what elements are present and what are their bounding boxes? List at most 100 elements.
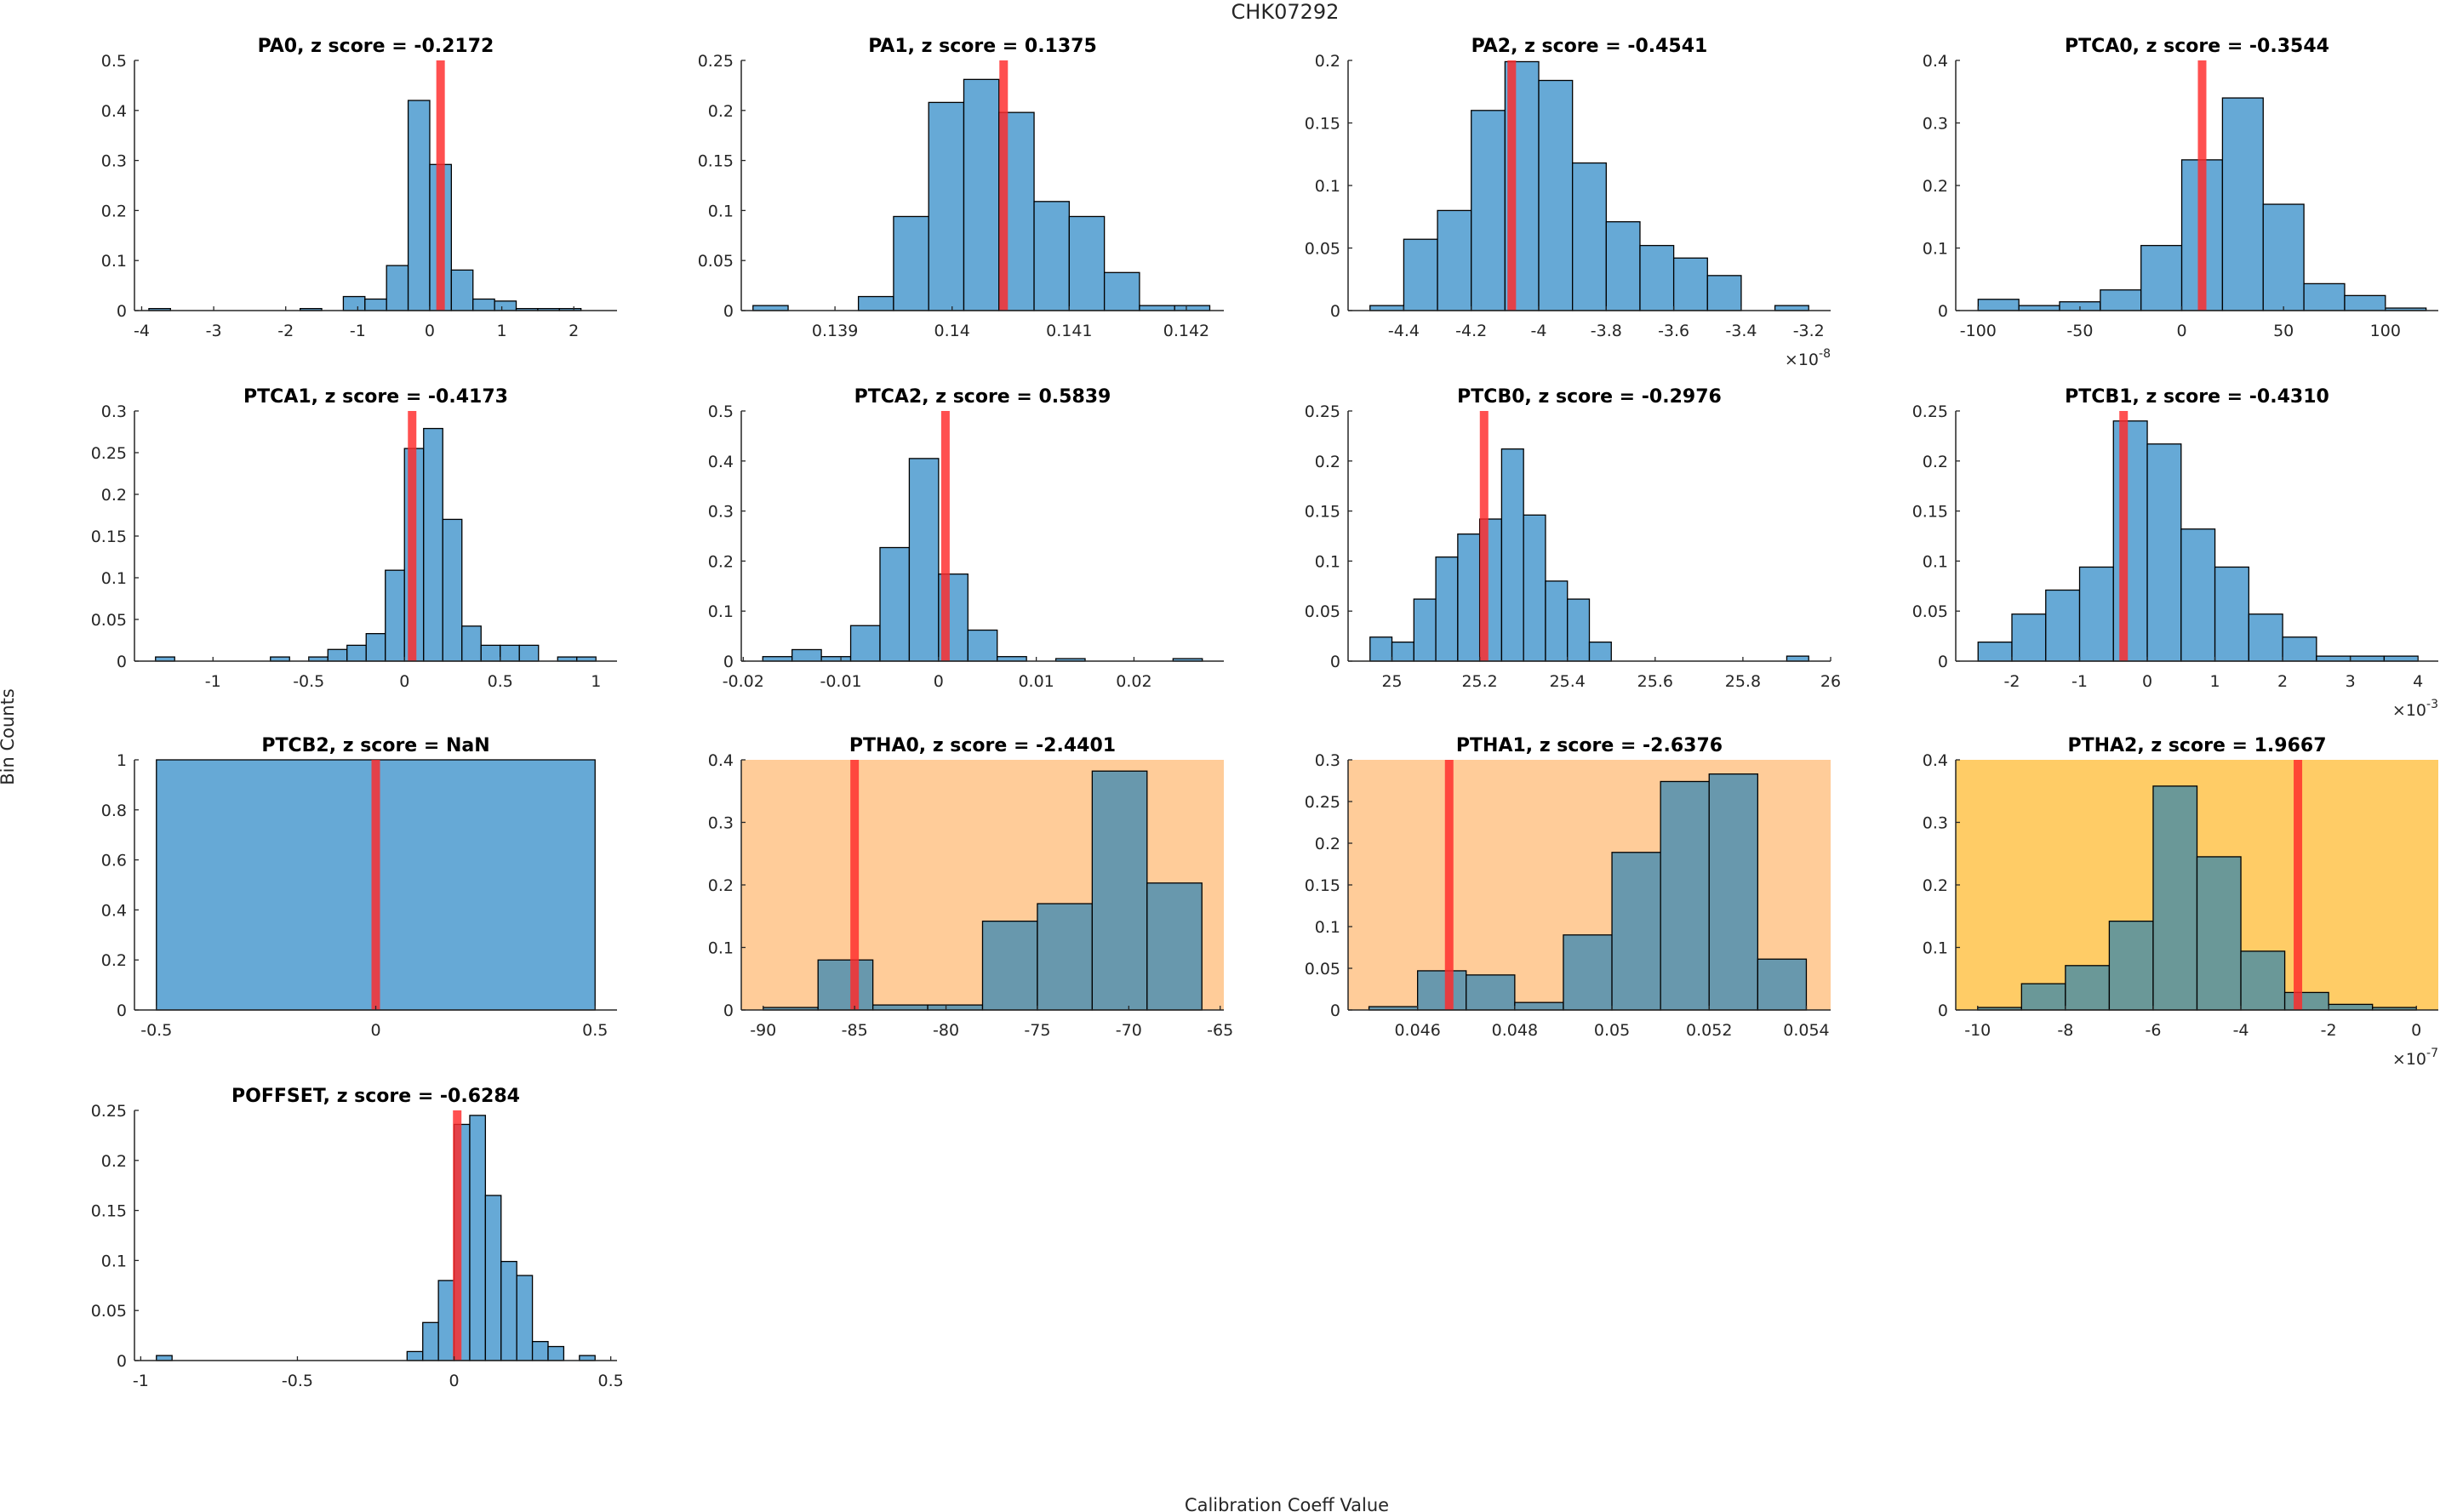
x-tick-label: 3 <box>2346 672 2356 691</box>
histogram-bar <box>516 1275 534 1361</box>
histogram-bar <box>1588 642 1612 662</box>
y-tick-label: 0 <box>723 302 734 321</box>
histogram-bar <box>2020 983 2066 1011</box>
x-tick-label: -90 <box>750 1021 776 1040</box>
histogram-bar <box>1037 903 1094 1011</box>
y-tick-label: 0.25 <box>91 444 127 463</box>
y-tick-label: 0.3 <box>1315 751 1340 770</box>
histogram-bar <box>1757 958 1808 1011</box>
histogram-bar <box>1639 244 1675 311</box>
subplot-title: PTHA2, z score = 1.9667 <box>2067 735 2326 756</box>
x-tick-label: -50 <box>2066 322 2093 340</box>
x-tick-label: 25 <box>1381 672 1402 691</box>
subplot-ptca2: 0 0.1 0.2 0.3 0.4 0.5 -0.02 -0.01 0 0.01 0.02 PTCA2… <box>708 386 1224 691</box>
x-tick-label: 0.139 <box>812 322 858 340</box>
subplot-title: PTCB2, z score = NaN <box>261 735 489 756</box>
histogram-bar <box>472 298 495 311</box>
current-value-marker <box>1479 411 1489 661</box>
histogram-bar <box>1471 110 1506 311</box>
y-tick-label: 0.2 <box>101 486 127 505</box>
x-tick-label: -65 <box>1207 1021 1233 1040</box>
y-tick-label: 0.5 <box>101 52 127 71</box>
y-tick-label: 0 <box>723 653 734 671</box>
subplot-ptca0: 0 0.1 0.2 0.3 0.4 -100 -50 0 50 100 PTCA0, z score… <box>1923 36 2438 340</box>
histogram-bar <box>2078 566 2114 662</box>
subplot-pa1: 0 0.05 0.1 0.15 0.2 0.25 0.139 0.14 0.141 0.142 PA… <box>698 36 1224 340</box>
x-tick-label: -6 <box>2145 1021 2161 1040</box>
y-tick-label: 1 <box>117 751 127 770</box>
y-tick-label: 0 <box>1330 1001 1340 1020</box>
x-tick-label: -3.4 <box>1725 322 1757 340</box>
y-tick-label: 0.1 <box>101 1252 127 1270</box>
histogram-bar <box>531 1341 549 1361</box>
x-tick-label: -3.2 <box>1793 322 1825 340</box>
histogram-bar <box>2112 420 2148 662</box>
x-tick-label: 50 <box>2273 322 2294 340</box>
histogram-bar <box>1500 448 1524 662</box>
y-tick-label: 0.3 <box>1923 115 1948 134</box>
x-tick-label: -3.8 <box>1591 322 1622 340</box>
histogram-bar <box>1786 655 1809 662</box>
x-tick-label: -85 <box>842 1021 868 1040</box>
histogram-bar <box>1708 773 1759 1011</box>
x-tick-label: 2 <box>2277 672 2288 691</box>
current-value-marker <box>2119 411 2129 661</box>
histogram-bar <box>1369 636 1393 662</box>
x-tick-label: -4 <box>134 322 150 340</box>
histogram-bar <box>386 265 409 311</box>
histogram-bar <box>1660 780 1710 1011</box>
x-tick-label: -70 <box>1116 1021 1142 1040</box>
histogram-bar <box>1538 79 1574 311</box>
y-tick-label: 0.3 <box>101 152 127 171</box>
subplot-title: PA0, z score = -0.2172 <box>258 36 494 57</box>
histogram-bar <box>963 78 1000 311</box>
histogram-bar <box>1457 533 1481 662</box>
y-tick-label: 0.25 <box>698 52 734 71</box>
figure-xlabel: Calibration Coeff Value <box>1185 1495 1389 1512</box>
current-value-marker <box>2197 60 2207 311</box>
histogram-bar <box>1706 275 1742 311</box>
histogram-bar <box>2316 655 2351 662</box>
x-axis-exponent: ×10-7 <box>2392 1047 2438 1069</box>
y-tick-label: 0.05 <box>1305 602 1340 621</box>
x-tick-label: -2 <box>2321 1021 2337 1040</box>
histogram-bar <box>871 1004 929 1011</box>
subplot-ptcb2: 0 0.2 0.4 0.6 0.8 1 -0.5 0 0.5 PTCB2, z score = N… <box>101 735 617 1040</box>
histogram-bar <box>2045 589 2081 662</box>
histogram-bar <box>480 644 501 662</box>
y-tick-label: 0.25 <box>1305 793 1340 812</box>
histogram-bar <box>1413 598 1437 662</box>
y-tick-label: 0.25 <box>91 1102 127 1121</box>
y-tick-label: 0.15 <box>1305 503 1340 522</box>
x-tick-label: 0 <box>2142 672 2152 691</box>
y-tick-label: 0 <box>1938 302 1948 321</box>
subplot-title: PTCA0, z score = -0.3544 <box>2065 36 2329 57</box>
current-value-marker <box>1507 60 1517 311</box>
histogram-bar <box>752 305 789 311</box>
y-tick-label: 0.1 <box>1315 177 1340 196</box>
y-tick-label: 0 <box>1330 653 1340 671</box>
y-tick-label: 0.2 <box>1923 876 1948 895</box>
histogram-bar <box>156 1355 173 1361</box>
histogram-bar <box>1369 305 1405 311</box>
y-tick-label: 0.1 <box>708 602 734 621</box>
y-tick-label: 0.15 <box>91 528 127 546</box>
x-tick-label: -4.4 <box>1388 322 1420 340</box>
current-value-marker <box>408 411 417 661</box>
y-tick-label: 0.2 <box>708 102 734 121</box>
y-tick-label: 0 <box>117 1001 127 1020</box>
x-tick-label: -3 <box>206 322 222 340</box>
x-tick-label: -1 <box>350 322 366 340</box>
x-tick-label: 0.05 <box>1594 1021 1630 1040</box>
y-tick-label: 0.05 <box>91 1302 127 1321</box>
x-tick-label: 100 <box>2370 322 2401 340</box>
x-tick-label: 25.8 <box>1725 672 1761 691</box>
histogram-bar <box>1466 974 1516 1011</box>
subplot-ptha0: 0 0.1 0.2 0.3 0.4 -90 -85 -80 -75 -70 -65 PTHA0, z … <box>708 735 1233 1040</box>
histogram-bar <box>817 959 874 1011</box>
x-tick-label: -4 <box>2233 1021 2249 1040</box>
x-tick-label: -100 <box>1960 322 1997 340</box>
histogram-bar <box>1033 201 1070 311</box>
